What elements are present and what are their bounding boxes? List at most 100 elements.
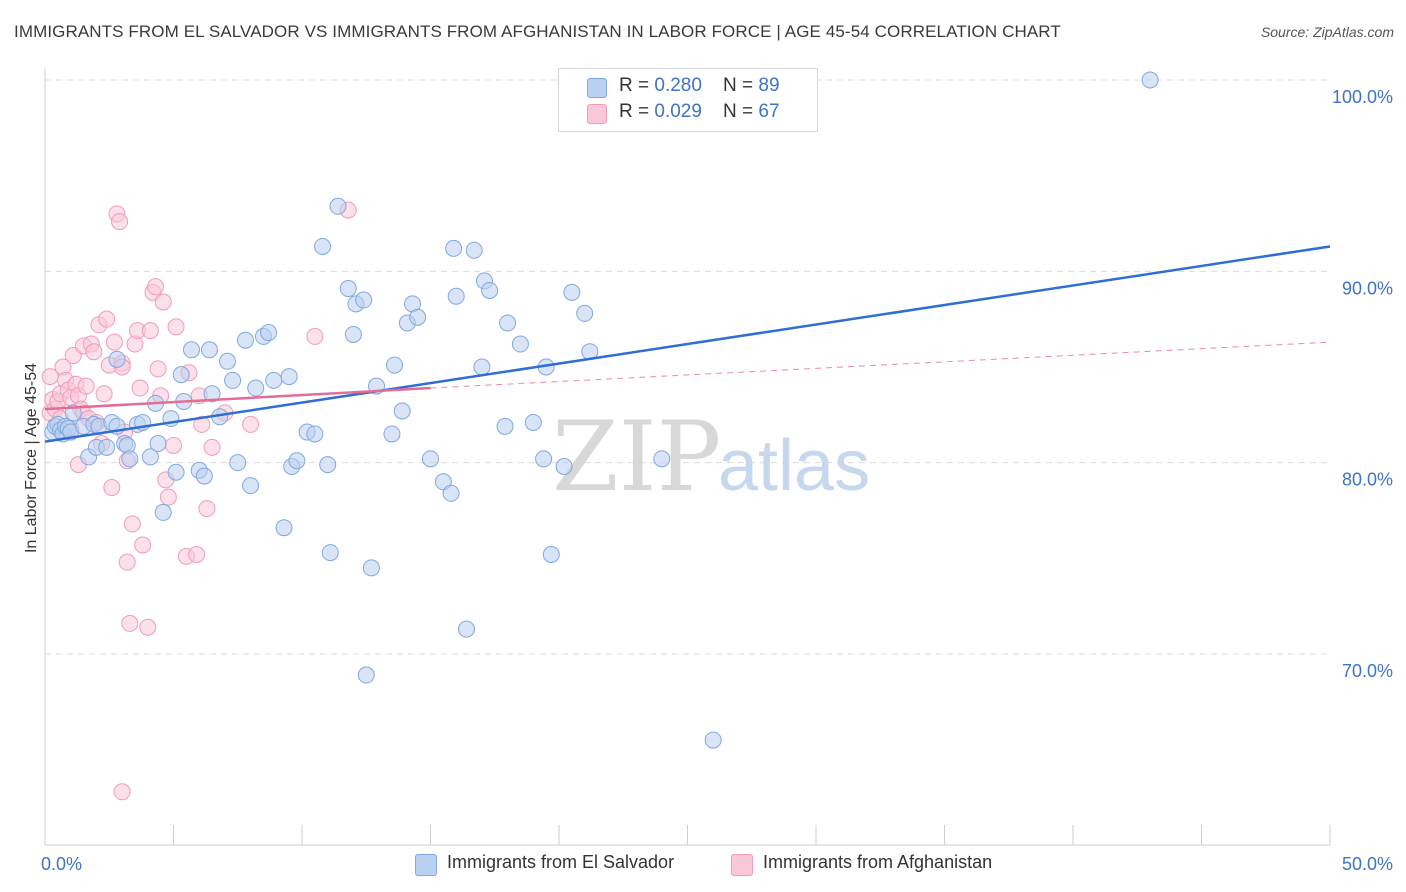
trend-line-el-salvador <box>44 245 1331 443</box>
data-point-el-salvador <box>499 314 517 332</box>
data-point-el-salvador <box>98 438 116 456</box>
data-point-el-salvador <box>339 280 357 298</box>
legend-r-value: 0.280 <box>654 75 702 96</box>
data-point-afghanistan <box>95 385 113 403</box>
data-point-el-salvador <box>535 450 553 468</box>
data-point-afghanistan <box>193 415 211 433</box>
data-point-el-salvador <box>542 546 560 564</box>
legend-r-label: R = <box>619 75 655 96</box>
legend-n-label: N = <box>723 101 759 122</box>
legend-swatch-pink <box>731 854 753 876</box>
data-point-el-salvador <box>362 559 380 577</box>
watermark-atlas: atlas <box>718 426 870 506</box>
data-point-afghanistan <box>147 278 165 296</box>
data-point-afghanistan <box>77 377 95 395</box>
data-point-afghanistan <box>134 536 152 554</box>
data-point-afghanistan <box>306 327 324 345</box>
axes <box>44 68 1331 846</box>
data-point-el-salvador <box>265 371 283 389</box>
data-point-el-salvador <box>288 452 306 470</box>
data-point-afghanistan <box>149 360 167 378</box>
data-point-el-salvador <box>141 448 159 466</box>
data-point-el-salvador <box>242 477 260 495</box>
data-point-afghanistan <box>111 213 129 231</box>
data-point-el-salvador <box>447 287 465 305</box>
data-point-el-salvador <box>172 366 190 384</box>
data-point-el-salvador <box>314 237 332 255</box>
trend-line-afghanistan <box>44 386 431 411</box>
data-point-el-salvador <box>386 356 404 374</box>
data-point-el-salvador <box>218 352 236 370</box>
data-point-el-salvador <box>321 544 339 562</box>
source-label: Source: ZipAtlas.com <box>1260 24 1394 40</box>
data-point-afghanistan <box>131 379 149 397</box>
data-point-afghanistan <box>154 293 172 311</box>
data-point-el-salvador <box>108 350 126 368</box>
data-point-afghanistan <box>85 343 103 361</box>
data-point-el-salvador <box>247 379 265 397</box>
data-point-el-salvador <box>704 731 722 749</box>
data-point-el-salvador <box>224 371 242 389</box>
data-point-afghanistan <box>139 618 157 636</box>
data-point-el-salvador <box>182 341 200 359</box>
data-point-el-salvador <box>465 241 483 259</box>
chart-title: IMMIGRANTS FROM EL SALVADOR VS IMMIGRANT… <box>14 22 1061 41</box>
data-point-afghanistan <box>167 318 185 336</box>
data-point-afghanistan <box>203 438 221 456</box>
data-point-el-salvador <box>260 324 278 342</box>
data-point-el-salvador <box>121 450 139 468</box>
data-point-el-salvador <box>524 413 542 431</box>
data-point-afghanistan <box>188 546 206 564</box>
grid-lines <box>45 79 1330 655</box>
y-axis-title: In Labor Force | Age 45-54 <box>23 363 40 553</box>
data-point-afghanistan <box>121 614 139 632</box>
data-point-el-salvador <box>496 417 514 435</box>
data-point-afghanistan <box>113 783 131 801</box>
data-point-el-salvador <box>355 291 373 309</box>
data-point-el-salvador <box>195 467 213 485</box>
y-tick-label: 80.0% <box>1342 470 1393 490</box>
legend-r-label: R = <box>619 101 655 122</box>
data-point-el-salvador <box>329 197 347 215</box>
legend-label-afghanistan: Immigrants from Afghanistan <box>763 852 993 872</box>
legend-label-el-salvador: Immigrants from El Salvador <box>447 852 675 872</box>
data-point-afghanistan <box>242 415 260 433</box>
data-point-el-salvador <box>319 456 337 474</box>
stats-legend: R = 0.280 N = 89 R = 0.029 N = 67 <box>558 68 818 132</box>
data-point-el-salvador <box>236 331 254 349</box>
data-point-el-salvador <box>555 457 573 475</box>
data-point-el-salvador <box>229 454 247 472</box>
data-point-el-salvador <box>1141 71 1159 89</box>
data-point-afghanistan <box>165 436 182 454</box>
series-legend: Immigrants from El Salvador Immigrants f… <box>0 852 1406 878</box>
data-point-el-salvador <box>280 368 298 386</box>
legend-n-value: 89 <box>758 75 780 96</box>
data-point-afghanistan <box>159 488 177 506</box>
data-point-el-salvador <box>445 239 463 257</box>
data-point-el-salvador <box>200 341 218 359</box>
data-point-el-salvador <box>563 283 581 301</box>
data-point-el-salvador <box>457 620 475 638</box>
data-point-el-salvador <box>275 519 293 537</box>
data-point-el-salvador <box>154 503 172 521</box>
legend-swatch-blue <box>587 78 607 98</box>
y-tick-label: 90.0% <box>1342 278 1393 298</box>
legend-swatch-blue <box>415 854 437 876</box>
data-point-el-salvador <box>149 435 167 453</box>
x-tick-label: 50.0% <box>1342 854 1393 874</box>
x-tick-labels: 0.0% 50.0% <box>41 854 1393 874</box>
data-point-el-salvador <box>393 402 411 420</box>
data-point-afghanistan <box>118 553 136 571</box>
data-point-el-salvador <box>344 325 362 343</box>
data-point-el-salvador <box>473 358 491 376</box>
series-afghanistan-points <box>41 201 357 801</box>
data-point-el-salvador <box>383 425 401 443</box>
legend-n-label: N = <box>723 75 759 96</box>
data-point-el-salvador <box>511 335 529 353</box>
data-point-afghanistan <box>123 515 141 533</box>
legend-swatch-pink <box>587 104 607 124</box>
trend-lines <box>44 245 1331 443</box>
legend-r-value: 0.029 <box>654 101 702 122</box>
watermark: ZIP atlas <box>552 401 870 513</box>
